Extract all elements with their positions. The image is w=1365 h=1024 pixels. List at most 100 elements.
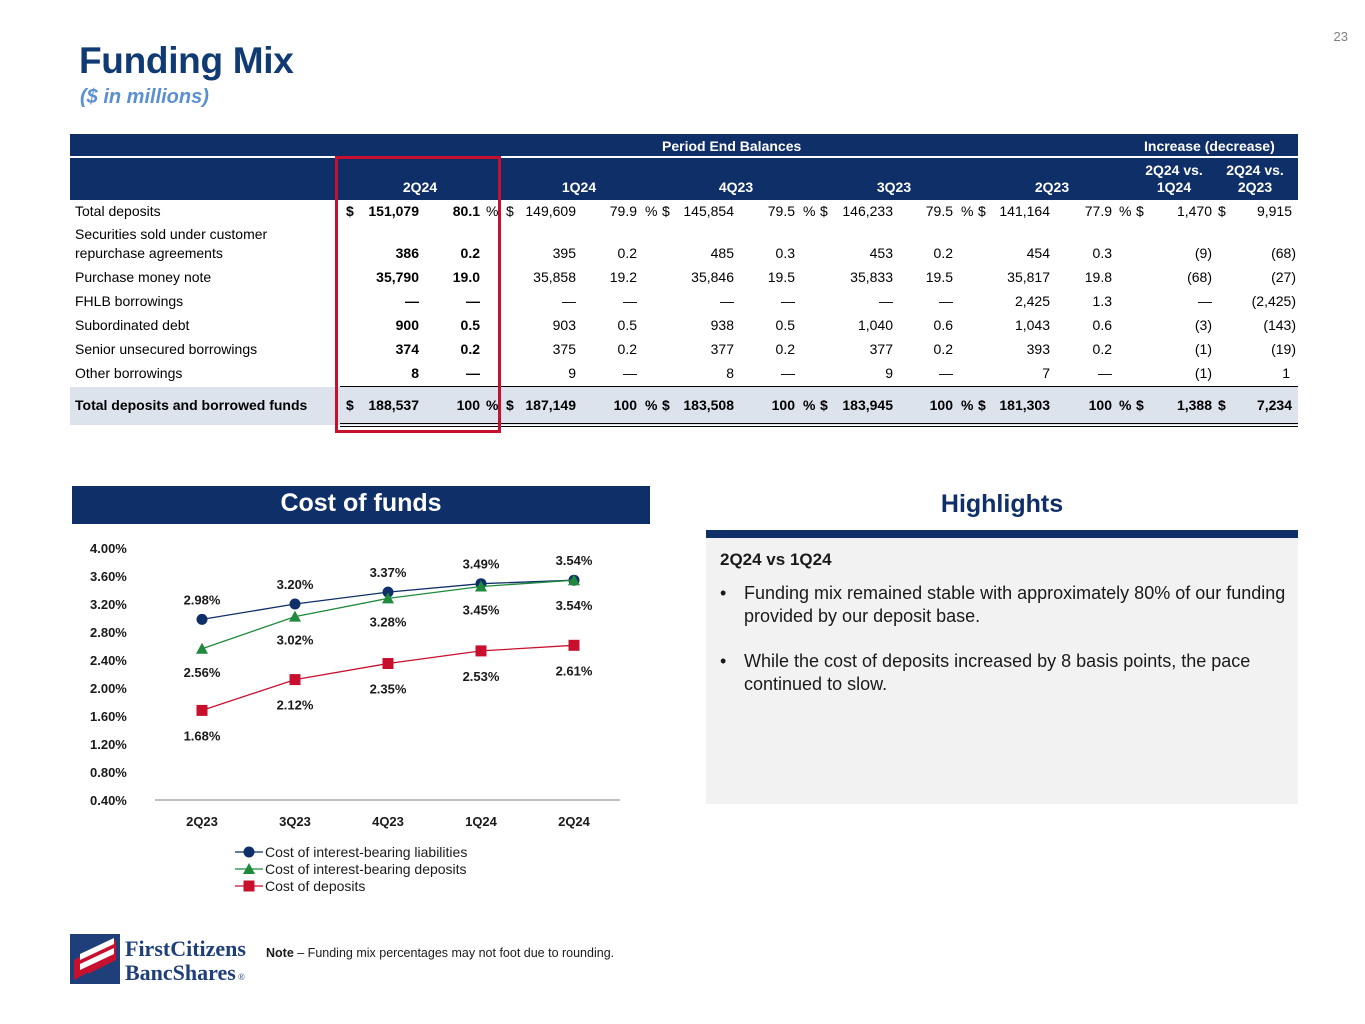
data-point bbox=[289, 674, 301, 686]
table-row: Total deposits $ 151,079 80.1 % $ 149,60… bbox=[70, 203, 1298, 223]
pct-2q24: 0.2 bbox=[460, 341, 480, 357]
y-tick-label: 0.80% bbox=[90, 765, 127, 780]
pct-3q23: 19.5 bbox=[925, 269, 953, 285]
data-label: 2.61% bbox=[556, 663, 593, 678]
pct-2q24: — bbox=[466, 293, 480, 309]
pct-2q23: 19.8 bbox=[1084, 269, 1112, 285]
data-label: 3.54% bbox=[556, 598, 593, 613]
page-subtitle: ($ in millions) bbox=[80, 86, 209, 108]
legend-label: Cost of interest-bearing deposits bbox=[265, 861, 467, 877]
currency-symbol: $ bbox=[662, 203, 670, 219]
currency-symbol: $ bbox=[1218, 203, 1226, 219]
value-2q24: 374 bbox=[395, 341, 419, 357]
currency-symbol: $ bbox=[1136, 203, 1144, 219]
col-header-4q23: 4Q23 bbox=[718, 179, 754, 195]
logo-registered-mark: ® bbox=[238, 972, 245, 982]
pct-3q23: 100 bbox=[929, 397, 953, 413]
col-header-vs-1q24-line1: 2Q24 vs. bbox=[1145, 162, 1203, 178]
currency-symbol: $ bbox=[346, 397, 354, 413]
pct-2q23: 0.2 bbox=[1092, 341, 1112, 357]
value-1q24: 35,858 bbox=[533, 269, 576, 285]
data-point bbox=[196, 642, 208, 654]
x-tick-label: 2Q23 bbox=[186, 814, 218, 829]
table-row: Senior unsecured borrowings 374 0.2 375 … bbox=[70, 341, 1298, 361]
pct-3q23: 0.2 bbox=[933, 245, 953, 261]
value-1q24: 903 bbox=[552, 317, 576, 333]
value-2q24: — bbox=[405, 293, 419, 309]
data-point bbox=[382, 592, 394, 604]
pct-sign: % bbox=[961, 397, 974, 413]
x-tick-label: 2Q24 bbox=[558, 814, 591, 829]
change-vs-2q23: 7,234 bbox=[1256, 397, 1292, 413]
row-label: Total deposits bbox=[75, 203, 161, 219]
pct-1q24: — bbox=[623, 365, 637, 381]
y-tick-label: 2.00% bbox=[90, 681, 127, 696]
change-vs-1q24: (1) bbox=[1194, 365, 1212, 381]
currency-symbol: $ bbox=[346, 203, 354, 219]
table-rule bbox=[340, 386, 1298, 387]
value-3q23: 35,833 bbox=[850, 269, 893, 285]
value-2q24: 188,537 bbox=[368, 397, 419, 413]
bullet-text: While the cost of deposits increased by … bbox=[744, 651, 1251, 694]
value-4q23: 183,508 bbox=[683, 397, 734, 413]
col-header-2q23: 2Q23 bbox=[1034, 179, 1070, 195]
y-tick-label: 0.40% bbox=[90, 793, 127, 808]
highlight-bullet: • While the cost of deposits increased b… bbox=[720, 650, 1290, 696]
y-tick-label: 1.60% bbox=[90, 709, 127, 724]
pct-2q23: 0.6 bbox=[1092, 317, 1112, 333]
data-point bbox=[475, 580, 487, 592]
table-row: Other borrowings 8 — 9 — 8 — 9 — 7 — (1)… bbox=[70, 365, 1298, 385]
change-vs-1q24: 1,388 bbox=[1176, 397, 1212, 413]
value-3q23: 9 bbox=[885, 365, 893, 381]
pct-1q24: — bbox=[623, 293, 637, 309]
pct-sign: % bbox=[645, 203, 658, 219]
table-column-header: 2Q24 1Q24 4Q23 3Q23 2Q23 2Q24 vs. 1Q24 2… bbox=[70, 158, 1298, 200]
value-3q23: 146,233 bbox=[842, 203, 893, 219]
value-2q24: 8 bbox=[411, 365, 419, 381]
pct-2q23: 77.9 bbox=[1084, 203, 1112, 219]
data-point bbox=[382, 586, 394, 598]
highlight-bullet: • Funding mix remained stable with appro… bbox=[720, 582, 1290, 628]
pct-3q23: 79.5 bbox=[925, 203, 953, 219]
pct-4q23: 0.3 bbox=[775, 245, 795, 261]
pct-1q24: 0.2 bbox=[617, 245, 637, 261]
pct-2q23: — bbox=[1098, 365, 1112, 381]
pct-sign: % bbox=[486, 397, 499, 413]
change-vs-1q24: (3) bbox=[1194, 317, 1212, 333]
value-3q23: 377 bbox=[869, 341, 893, 357]
chart-header: Cost of funds bbox=[72, 486, 650, 524]
logo-line2: BancShares bbox=[125, 960, 236, 985]
col-header-vs-2q23-line2: 2Q23 bbox=[1237, 179, 1273, 195]
row-label: FHLB borrowings bbox=[75, 293, 184, 309]
y-tick-label: 1.20% bbox=[90, 737, 127, 752]
data-label: 2.35% bbox=[370, 682, 407, 697]
change-vs-1q24: (1) bbox=[1194, 341, 1212, 357]
data-label: 3.54% bbox=[556, 553, 593, 568]
value-4q23: 145,854 bbox=[683, 203, 734, 219]
change-vs-1q24: (68) bbox=[1187, 269, 1212, 285]
legend-marker bbox=[243, 863, 255, 874]
currency-symbol: $ bbox=[978, 397, 986, 413]
value-2q23: 2,425 bbox=[1014, 293, 1050, 309]
pct-1q24: 19.2 bbox=[609, 269, 637, 285]
footnote-text: – Funding mix percentages may not foot d… bbox=[293, 946, 615, 960]
data-label: 3.45% bbox=[463, 603, 500, 618]
value-2q24: 386 bbox=[395, 245, 419, 261]
bullet-dot: • bbox=[720, 583, 727, 603]
y-tick-label: 3.60% bbox=[90, 569, 127, 584]
data-point bbox=[568, 574, 580, 586]
value-2q23: 7 bbox=[1042, 365, 1050, 381]
data-point bbox=[382, 658, 394, 669]
row-label: Senior unsecured borrowings bbox=[75, 341, 258, 357]
pct-sign: % bbox=[803, 397, 816, 413]
pct-3q23: 0.6 bbox=[933, 317, 953, 333]
col-header-1q24: 1Q24 bbox=[561, 179, 597, 195]
period-end-header: Period End Balances bbox=[662, 138, 802, 154]
funding-mix-table: Period End Balances Increase (decrease) … bbox=[70, 134, 1298, 429]
change-vs-1q24: — bbox=[1198, 293, 1212, 309]
row-label: Other borrowings bbox=[75, 365, 183, 381]
pct-4q23: 0.5 bbox=[775, 317, 795, 333]
currency-symbol: $ bbox=[506, 397, 514, 413]
table-row: Subordinated debt 900 0.5 903 0.5 938 0.… bbox=[70, 317, 1298, 337]
pct-2q24: 80.1 bbox=[452, 203, 480, 219]
